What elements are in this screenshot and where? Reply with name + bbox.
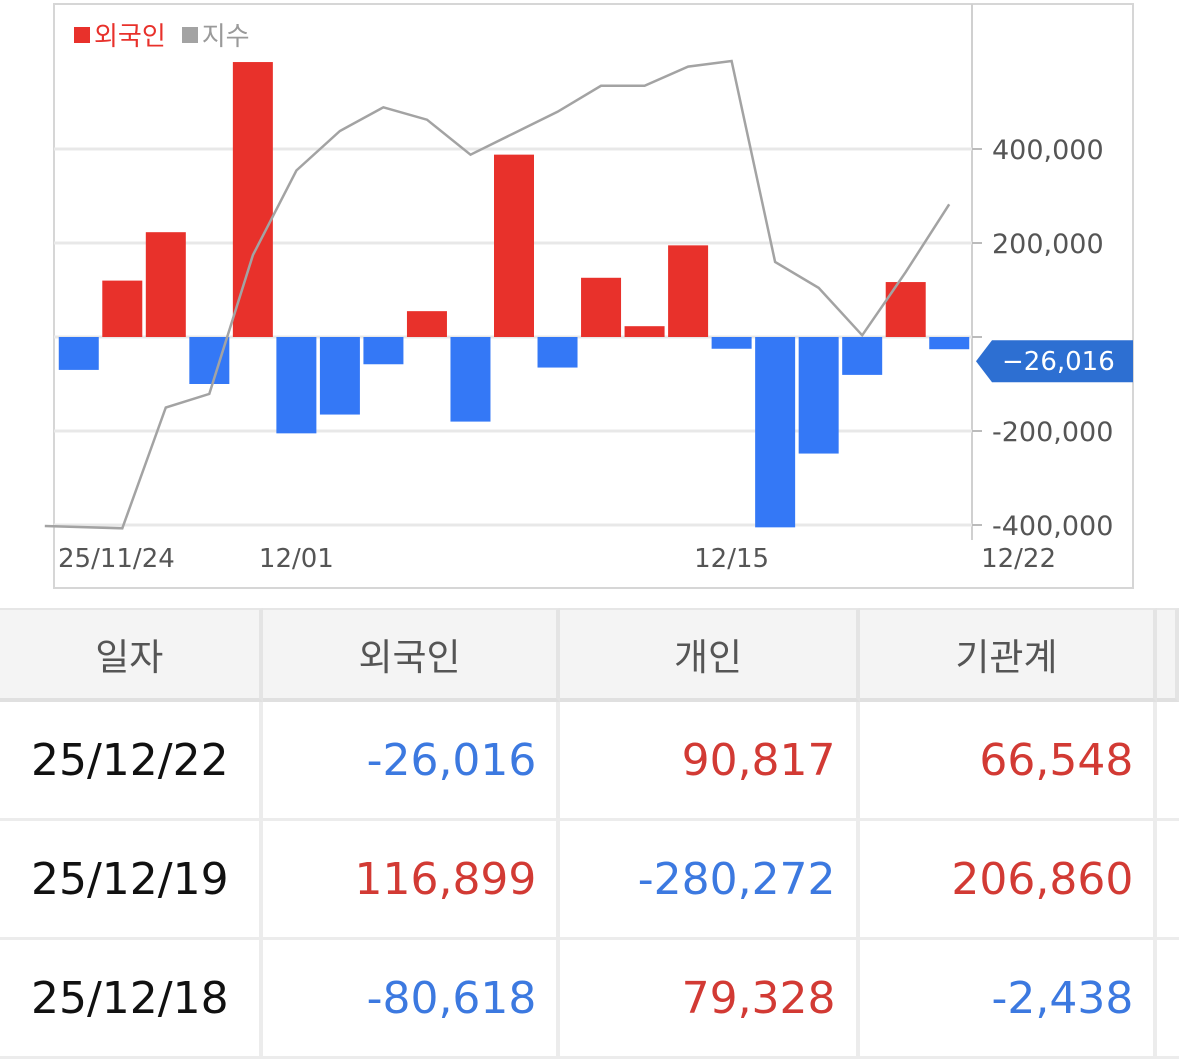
table-row[interactable]: 25/12/18 -80,618 79,328 -2,438 [0,940,1179,1059]
y-tick-label: 200,000 [992,229,1104,260]
bar [406,311,447,337]
bar [842,337,883,375]
bar [363,337,404,365]
bar [929,337,970,350]
bar [276,337,317,434]
index-line [44,59,951,530]
y-tick-label: 400,000 [992,135,1104,166]
bar [624,326,665,337]
bar [494,154,534,337]
header-foreign[interactable]: 외국인 [262,608,561,702]
header-institution[interactable]: 기관계 [859,608,1158,702]
x-tick-label: 12/22 [981,544,1056,574]
bar [450,337,491,422]
header-more-column [1157,608,1179,702]
x-tick-label: 12/15 [694,544,769,574]
cell-individual: 79,328 [560,940,860,1059]
cell-date: 25/12/22 [0,702,263,821]
y-tick-label: -400,000 [992,511,1113,542]
chart-legend: 외국인 지수 [74,16,250,53]
cell-more [1157,940,1179,1059]
cell-more [1157,821,1179,940]
cell-more [1157,702,1179,821]
cell-date: 25/12/18 [0,940,263,1059]
legend-item-foreign: 외국인 [74,16,166,53]
investor-table: 일자 외국인 개인 기관계 25/12/22 -26,016 90,817 66… [0,608,1179,1059]
table-row[interactable]: 25/12/19 116,899 -280,272 206,860 [0,821,1179,940]
legend-label-index: 지수 [201,22,250,52]
cell-institution: 206,860 [859,821,1158,940]
header-date[interactable]: 일자 [0,608,263,702]
table-row[interactable]: 25/12/22 -26,016 90,817 66,548 [0,702,1179,821]
chart-canvas: 400,000 200,000 -200,000 -400,000 25/11/24 12… [44,3,1134,589]
bar [58,337,99,370]
bar [798,337,839,454]
table-header-row: 일자 외국인 개인 기관계 [0,608,1179,702]
cell-individual: -280,272 [560,821,860,940]
cell-foreign: 116,899 [262,821,561,940]
current-value-label: −26,016 [1002,347,1115,377]
legend-swatch-foreign [74,26,90,43]
legend-item-index: 지수 [181,16,250,53]
x-tick-label: 12/01 [259,544,334,574]
legend-label-foreign: 외국인 [94,22,166,52]
cell-institution: 66,548 [859,702,1158,821]
legend-swatch-index [181,26,198,43]
x-tick-label: 25/11/24 [58,544,175,574]
bar [537,337,578,368]
bar [319,337,360,415]
bar [711,337,752,349]
header-individual[interactable]: 개인 [560,608,860,702]
cell-foreign: -26,016 [262,702,561,821]
bar [189,337,230,384]
cell-institution: -2,438 [859,940,1158,1059]
bar [102,280,143,337]
cell-individual: 90,817 [560,702,860,821]
bar [668,245,709,337]
y-tick-label: -200,000 [992,417,1113,448]
current-value-tag [976,340,1133,383]
bar [145,232,186,337]
bar [755,337,796,528]
bar [581,277,622,337]
cell-foreign: -80,618 [262,940,561,1059]
investor-chart: 400,000 200,000 -200,000 -400,000 25/11/24 12… [44,3,1134,589]
bar [232,62,273,338]
cell-date: 25/12/19 [0,821,263,940]
